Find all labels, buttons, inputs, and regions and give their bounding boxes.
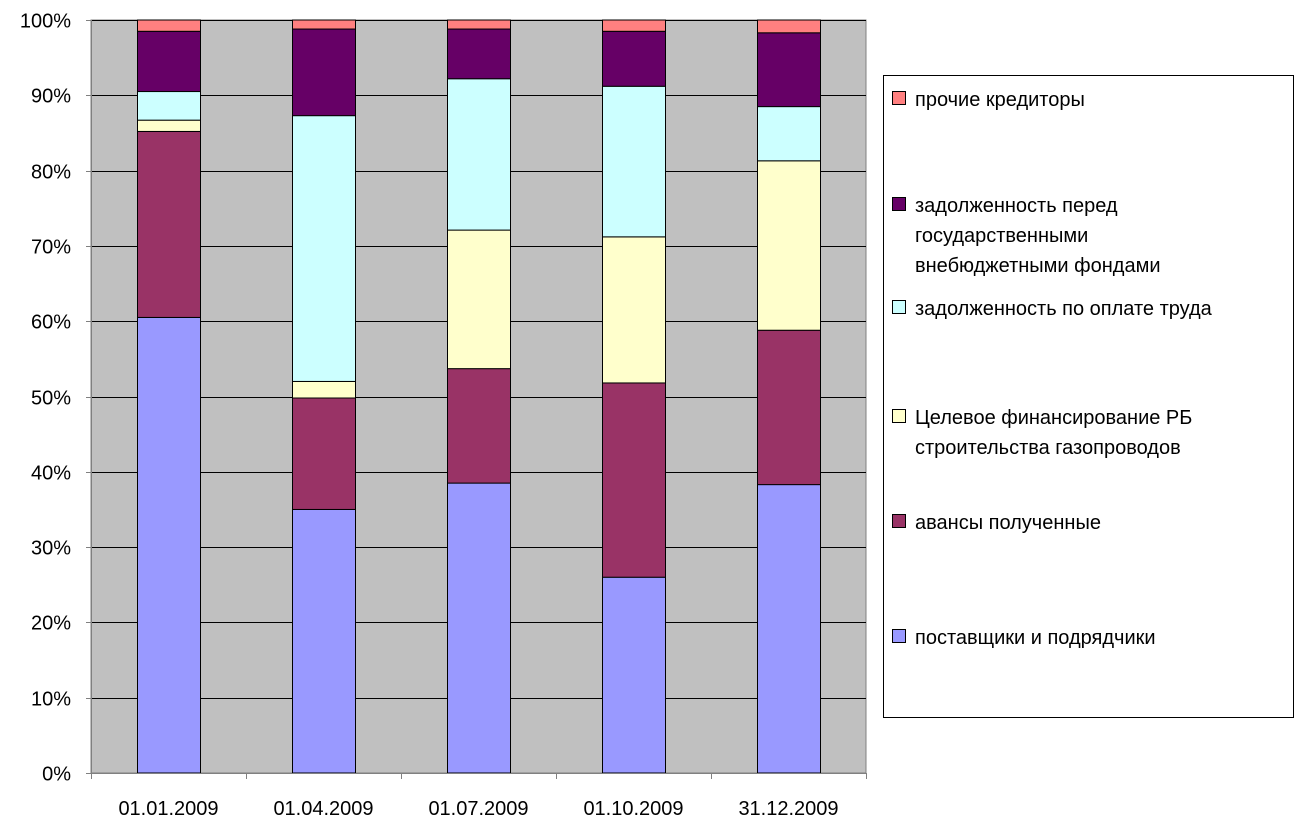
bar-segment bbox=[757, 329, 821, 486]
bar-segment bbox=[137, 316, 201, 774]
legend-swatch bbox=[892, 629, 906, 643]
bar-segment bbox=[292, 380, 356, 399]
bar-segment bbox=[602, 30, 666, 87]
bar-segment bbox=[757, 19, 821, 34]
x-tick-label: 31.12.2009 bbox=[738, 798, 838, 820]
legend-swatch bbox=[892, 409, 906, 423]
bar-segment bbox=[292, 19, 356, 30]
bar-segment bbox=[757, 160, 821, 331]
x-tick-label: 01.07.2009 bbox=[428, 798, 528, 820]
legend-box bbox=[883, 75, 1294, 718]
bar-segment bbox=[137, 119, 201, 132]
legend-label: поставщики и подрядчики bbox=[915, 627, 1156, 649]
legend-label: прочие кредиторы bbox=[915, 89, 1085, 111]
y-tick-label: 20% bbox=[31, 613, 71, 635]
legend-label: авансы полученные bbox=[915, 512, 1101, 534]
legend-label: государственными bbox=[915, 225, 1088, 247]
legend: прочие кредиторы задолженность перед госуд… bbox=[883, 75, 1294, 718]
bar-segment bbox=[447, 19, 511, 30]
x-tick-label: 01.01.2009 bbox=[118, 798, 218, 820]
axes: 0% 10% 20% 30% 40% 50% 60% 70% 80% 90% 100% 01.01.2… bbox=[20, 11, 867, 820]
legend-label: задолженность по оплате труда bbox=[915, 298, 1213, 320]
legend-label: задолженность перед bbox=[915, 195, 1118, 217]
bar-segment bbox=[292, 508, 356, 774]
legend-swatch bbox=[892, 91, 906, 105]
bar-segment bbox=[602, 19, 666, 32]
x-tick-label: 01.04.2009 bbox=[273, 798, 373, 820]
y-tick-label: 40% bbox=[31, 463, 71, 485]
bar-segment bbox=[447, 28, 511, 80]
bar-segment bbox=[137, 30, 201, 93]
bar-segment bbox=[602, 576, 666, 774]
legend-label: строительства газопроводов bbox=[915, 437, 1181, 459]
bar-segment bbox=[602, 382, 666, 578]
y-tick-label: 60% bbox=[31, 312, 71, 334]
bar-segment bbox=[447, 482, 511, 774]
bar-segment bbox=[292, 115, 356, 382]
legend-swatch bbox=[892, 300, 906, 314]
bar-segment bbox=[137, 19, 201, 32]
bar-segment bbox=[602, 85, 666, 238]
y-tick-label: 50% bbox=[31, 388, 71, 410]
legend-label: внебюджетными фондами bbox=[915, 255, 1161, 277]
y-tick-label: 80% bbox=[31, 162, 71, 184]
y-tick-label: 10% bbox=[31, 689, 71, 711]
bar-segment bbox=[447, 78, 511, 231]
y-tick-label: 100% bbox=[20, 11, 71, 33]
bars bbox=[137, 19, 821, 774]
y-tick-label: 30% bbox=[31, 538, 71, 560]
bar-segment bbox=[137, 91, 201, 121]
legend-label: Целевое финансирование РБ bbox=[915, 407, 1192, 429]
bar-segment bbox=[757, 106, 821, 162]
bar-segment bbox=[292, 397, 356, 510]
bar-segment bbox=[447, 229, 511, 370]
bar-segment bbox=[757, 32, 821, 108]
bar-segment bbox=[447, 368, 511, 484]
bar-segment bbox=[602, 236, 666, 384]
y-tick-label: 70% bbox=[31, 237, 71, 259]
bar-segment bbox=[757, 484, 821, 774]
bar-segment bbox=[137, 130, 201, 318]
legend-swatch bbox=[892, 197, 906, 211]
x-tick-label: 01.10.2009 bbox=[583, 798, 683, 820]
legend-swatch bbox=[892, 514, 906, 528]
bar-segment bbox=[292, 28, 356, 117]
y-tick-label: 0% bbox=[42, 764, 71, 786]
y-tick-label: 90% bbox=[31, 86, 71, 108]
